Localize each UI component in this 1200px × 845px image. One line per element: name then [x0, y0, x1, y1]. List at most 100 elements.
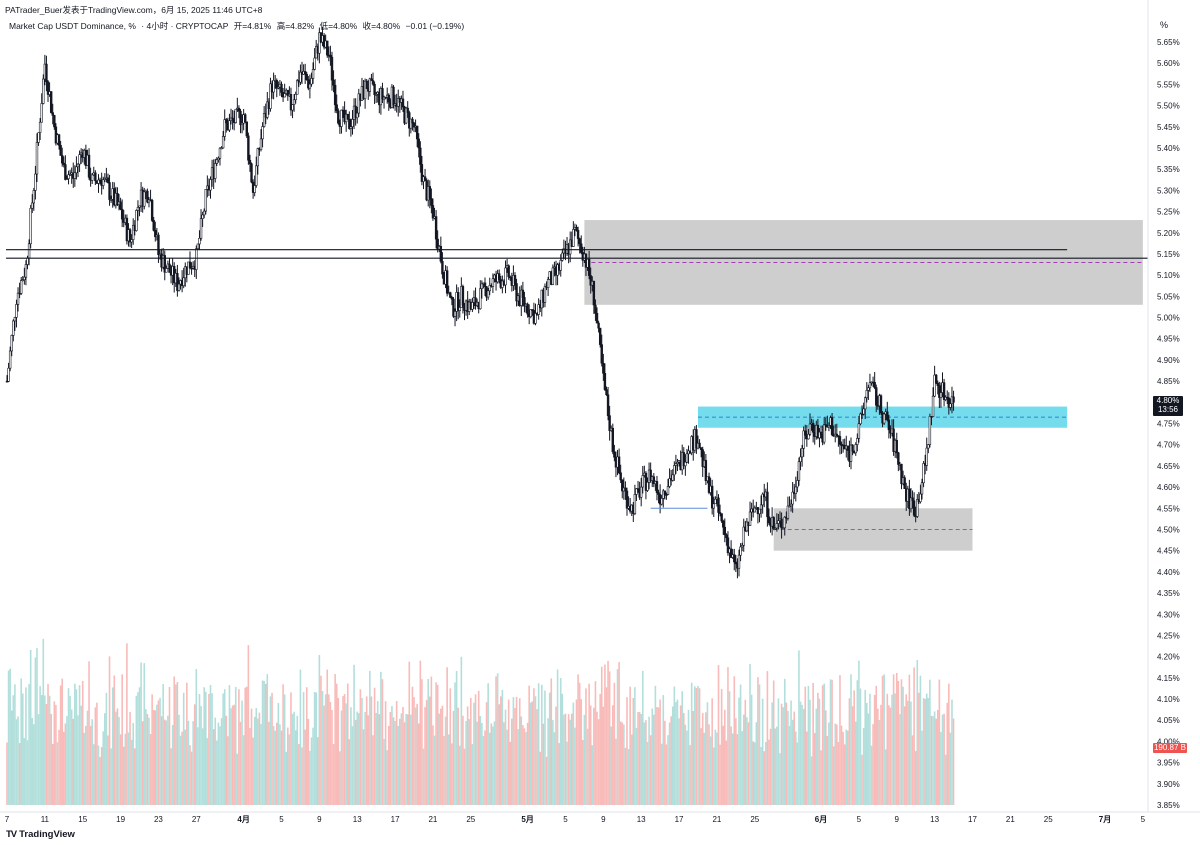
volume-bar	[269, 696, 272, 805]
volume-bar	[552, 720, 554, 805]
candle-body	[146, 190, 149, 203]
time-tick-label: 9	[601, 815, 606, 824]
volume-bar	[29, 649, 32, 805]
volume-bar	[716, 732, 718, 805]
volume-bar	[441, 705, 444, 805]
volume-bar	[839, 675, 841, 805]
volume-bar	[728, 691, 731, 805]
volume-bar	[575, 699, 578, 805]
price-tick-label: 4.40%	[1157, 568, 1180, 577]
tradingview-wordmark: TradingView	[19, 829, 75, 840]
volume-bar	[40, 694, 43, 805]
tradingview-logo[interactable]: TV TradingView	[6, 829, 75, 840]
volume-bar	[64, 723, 67, 805]
ohlc-low: 低=4.80%	[319, 21, 358, 31]
price-tick-label: 4.05%	[1157, 716, 1180, 725]
candle-body	[912, 500, 916, 516]
volume-bar	[648, 716, 650, 805]
volume-bar	[119, 734, 122, 805]
candle-body	[488, 285, 491, 292]
candle-body	[671, 474, 674, 481]
volume-bar	[241, 700, 243, 805]
volume-bar	[884, 749, 887, 805]
candle-body	[412, 122, 416, 128]
volume-bar	[321, 691, 324, 805]
volume-bar	[422, 748, 425, 805]
volume-bar	[97, 745, 100, 805]
candle-body	[296, 80, 299, 95]
volume-bar	[261, 680, 264, 805]
time-tick-label: 17	[675, 815, 684, 824]
volume-bar	[548, 692, 551, 805]
volume-bar	[399, 718, 401, 805]
volume-bar	[361, 697, 363, 805]
price-tick-label: 4.10%	[1157, 695, 1180, 704]
volume-bar	[304, 729, 306, 805]
volume-bar	[353, 664, 355, 805]
candle-body	[108, 182, 111, 200]
volume-bar	[772, 680, 775, 805]
volume-bar	[176, 682, 179, 805]
candle-body	[27, 243, 31, 259]
symbol-name[interactable]: Market Cap USDT Dominance, %	[9, 21, 136, 31]
volume-bar	[858, 660, 860, 805]
volume-bar	[239, 721, 242, 805]
time-tick-label: 25	[1044, 815, 1053, 824]
volume-bar	[152, 710, 155, 805]
candle-body	[340, 109, 343, 127]
volume-bar	[802, 709, 805, 805]
volume-bar	[545, 756, 548, 805]
candle-body	[8, 350, 12, 369]
volume-bar	[826, 735, 829, 805]
candle-body	[150, 200, 154, 221]
volume-bar	[611, 705, 614, 805]
volume-bar	[227, 736, 229, 805]
volume-bar	[503, 722, 505, 805]
volume-bar	[36, 648, 38, 805]
candle-body	[409, 118, 413, 129]
candle-body	[589, 275, 592, 286]
volume-bar	[421, 679, 423, 805]
volume-bar	[854, 721, 857, 805]
volume-bar	[55, 704, 57, 805]
candle-body	[247, 135, 250, 161]
volume-bar	[214, 717, 217, 805]
candle-body	[774, 527, 777, 530]
volume-bar	[81, 680, 84, 805]
volume-bar	[104, 713, 106, 805]
candle-body	[76, 163, 80, 168]
volume-bar	[67, 688, 70, 805]
volume-bar	[490, 723, 493, 805]
volume-bar	[233, 704, 235, 805]
volume-bar	[217, 722, 220, 805]
candle-body	[531, 309, 534, 311]
volume-bar	[924, 698, 926, 805]
volume-bar	[569, 719, 571, 805]
volume-bar	[712, 747, 715, 805]
volume-bar	[118, 716, 120, 805]
volume-bar	[201, 728, 204, 805]
volume-bar	[580, 699, 583, 805]
volume-bar	[268, 721, 270, 805]
candle-body	[624, 487, 627, 492]
volume-bar	[782, 707, 784, 805]
candle-body	[887, 419, 891, 431]
volume-bar	[817, 692, 819, 805]
volume-bar	[862, 727, 865, 805]
candle-body	[73, 172, 77, 179]
candle-body	[311, 69, 315, 79]
volume-bar	[342, 696, 344, 805]
candle-body	[368, 78, 372, 92]
volume-bar	[346, 683, 349, 805]
candle-body	[942, 382, 946, 400]
volume-bar	[914, 751, 917, 805]
candle-body	[592, 281, 596, 306]
volume-bar	[18, 743, 21, 805]
volume-bar	[411, 686, 414, 805]
volume-bar	[69, 696, 71, 805]
candle-body	[928, 416, 932, 446]
candle-body	[272, 80, 275, 93]
candle-body	[521, 289, 525, 298]
candle-body	[759, 504, 763, 510]
